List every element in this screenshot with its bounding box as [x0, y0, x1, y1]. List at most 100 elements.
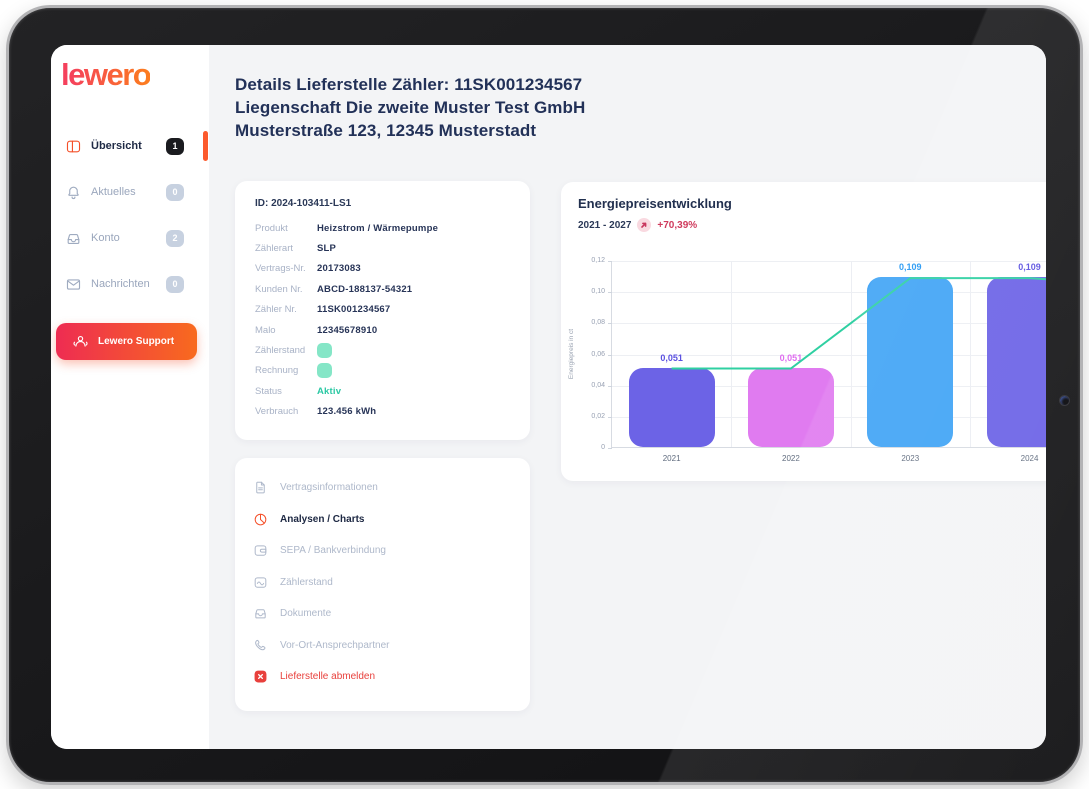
x-tick-label: 2023: [901, 454, 920, 463]
detail-row: Verbrauch 123.456 kWh: [255, 402, 510, 422]
y-tick-label: 0,08: [591, 319, 605, 327]
axis-tick: [608, 261, 612, 262]
sidebar-item-aktuelles[interactable]: Aktuelles 0: [51, 169, 209, 215]
menu-item-vertragsinformationen[interactable]: Vertragsinformationen: [253, 472, 512, 504]
menu-item-label: Analysen / Charts: [280, 513, 365, 525]
meter-id: ID: 2024-103411-LS1: [255, 198, 352, 209]
menu-item-label: Dokumente: [280, 608, 332, 620]
bell-icon: [65, 184, 82, 201]
active-nav-indicator: [203, 131, 208, 161]
detail-row: Kunden Nr. ABCD-188137-54321: [255, 279, 510, 299]
support-button-label: Lewero Support: [98, 336, 175, 347]
menu-item-vor-ort-ansprechpartner[interactable]: Vor-Ort-Ansprechpartner: [253, 630, 512, 662]
actions-menu-card: Vertragsinformationen Analysen / Charts SE…: [235, 458, 530, 711]
page-header: Details Lieferstelle Zähler: 11SK0012345…: [235, 73, 585, 142]
app-logo: lewero: [61, 57, 152, 92]
y-tick-label: 0,12: [591, 257, 605, 264]
sidebar-item-label: Konto: [91, 232, 120, 244]
menu-item-analysen-charts[interactable]: Analysen / Charts: [253, 504, 512, 536]
x-tick-label: 2022: [782, 454, 800, 463]
detail-value: ABCD-188137-54321: [317, 283, 413, 295]
detail-value: SLP: [317, 243, 337, 255]
dashboard-icon: [65, 138, 82, 155]
axis-tick: [608, 416, 612, 418]
status-toggle[interactable]: [317, 363, 332, 379]
axis-tick: [608, 385, 612, 387]
support-agent-icon: [72, 333, 89, 350]
mail-icon: [65, 276, 82, 293]
detail-row: Rechnung: [255, 361, 510, 381]
detail-label: Malo: [255, 324, 276, 336]
detail-label: Kunden Nr.: [255, 283, 303, 295]
menu-item-dokumente[interactable]: Dokumente: [253, 598, 512, 630]
menu-item-zählerstand[interactable]: Zählerstand: [253, 567, 512, 599]
x-tick-label: 2024: [1020, 454, 1039, 463]
axis-tick: [608, 292, 612, 294]
menu-item-lieferstelle-abmelden[interactable]: Lieferstelle abmelden: [253, 661, 512, 693]
count-badge: 0: [166, 183, 184, 201]
detail-label: Status: [255, 385, 282, 397]
detail-value: 11SK001234567: [317, 304, 391, 316]
bar-2024[interactable]: [986, 277, 1046, 447]
count-badge: 0: [166, 275, 184, 293]
sidebar-item-konto[interactable]: Konto 2: [51, 215, 209, 261]
detail-label: Vertrags-Nr.: [255, 263, 306, 275]
detail-label: Zählerstand: [255, 345, 306, 357]
app-screen: lewero Übersicht 1 Aktuelles 0 Konto 2 Nachric…: [51, 45, 1046, 749]
menu-item-label: Vor-Ort-Ansprechpartner: [280, 639, 390, 651]
detail-value: Heizstrom / Wärmepumpe: [317, 222, 439, 234]
detail-row: Vertrags-Nr. 20173083: [255, 259, 510, 279]
detail-row: Zähler Nr. 11SK001234567: [255, 300, 510, 320]
status-toggle[interactable]: [317, 343, 332, 359]
detail-row: Zählerstand: [255, 340, 510, 360]
main-content: Details Lieferstelle Zähler: 11SK0012345…: [209, 45, 1046, 749]
support-button[interactable]: Lewero Support: [56, 323, 197, 360]
page-title-line1: Details Lieferstelle Zähler: 11SK0012345…: [235, 75, 583, 94]
meter-chart-icon: [253, 575, 268, 590]
bar-2022[interactable]: [747, 367, 834, 447]
bar-2023[interactable]: [867, 277, 954, 447]
sidebar-item-label: Aktuelles: [91, 186, 136, 198]
detail-row: Status Aktiv: [255, 381, 510, 401]
bar-value-label: 0,051: [779, 352, 803, 363]
page-title-line3: Musterstraße 123, 12345 Musterstadt: [235, 121, 537, 140]
tablet-frame: lewero Übersicht 1 Aktuelles 0 Konto 2 Nachric…: [6, 5, 1083, 785]
chart-title: Energiepreisentwicklung: [578, 196, 732, 211]
detail-row: Malo 12345678910: [255, 320, 510, 340]
detail-label: Rechnung: [255, 365, 299, 377]
sidebar-item-label: Übersicht: [91, 140, 142, 152]
axis-tick: [608, 448, 612, 449]
documents-inbox-icon: [253, 606, 268, 621]
gridline: [731, 261, 733, 447]
count-badge: 2: [166, 229, 184, 247]
gridline: [612, 292, 1046, 294]
detail-label: Verbrauch: [255, 406, 299, 418]
y-tick-label: 0,04: [591, 381, 605, 389]
chart-card: Energiepreisentwicklung 2021 - 2027 +70,…: [561, 182, 1046, 481]
menu-item-label: Lieferstelle abmelden: [280, 671, 376, 683]
gridline: [612, 261, 1046, 262]
sidebar-item-nachrichten[interactable]: Nachrichten 0: [51, 261, 209, 307]
y-tick-label: 0,02: [591, 412, 605, 420]
gridline: [612, 354, 1046, 356]
axis-tick: [608, 323, 612, 325]
bar-value-label: 0,109: [898, 262, 922, 273]
gridline: [969, 261, 971, 447]
detail-row: Produkt Heizstrom / Wärmepumpe: [255, 218, 510, 238]
bar-value-label: 0,051: [660, 352, 683, 363]
chart-subtitle: 2021 - 2027 +70,39%: [578, 218, 697, 232]
trend-up-icon: [637, 218, 652, 232]
y-tick-label: 0,10: [591, 288, 605, 296]
sidebar-item-übersicht[interactable]: Übersicht 1: [51, 123, 209, 169]
gridline: [850, 261, 852, 447]
detail-rows: Produkt Heizstrom / Wärmepumpe Zählerart SL…: [255, 218, 510, 422]
menu-item-sepa-bankverbindung[interactable]: SEPA / Bankverbindung: [253, 535, 512, 567]
bar-value-label: 0,109: [1018, 262, 1041, 273]
menu-item-label: Zählerstand: [280, 576, 333, 588]
page-title-line2: Liegenschaft Die zweite Muster Test GmbH: [235, 98, 586, 117]
detail-value: 12345678910: [317, 324, 378, 336]
bar-2021[interactable]: [628, 367, 715, 447]
axis-tick: [608, 354, 612, 356]
detail-label: Zählerart: [255, 243, 294, 255]
detail-label: Produkt: [255, 222, 288, 234]
